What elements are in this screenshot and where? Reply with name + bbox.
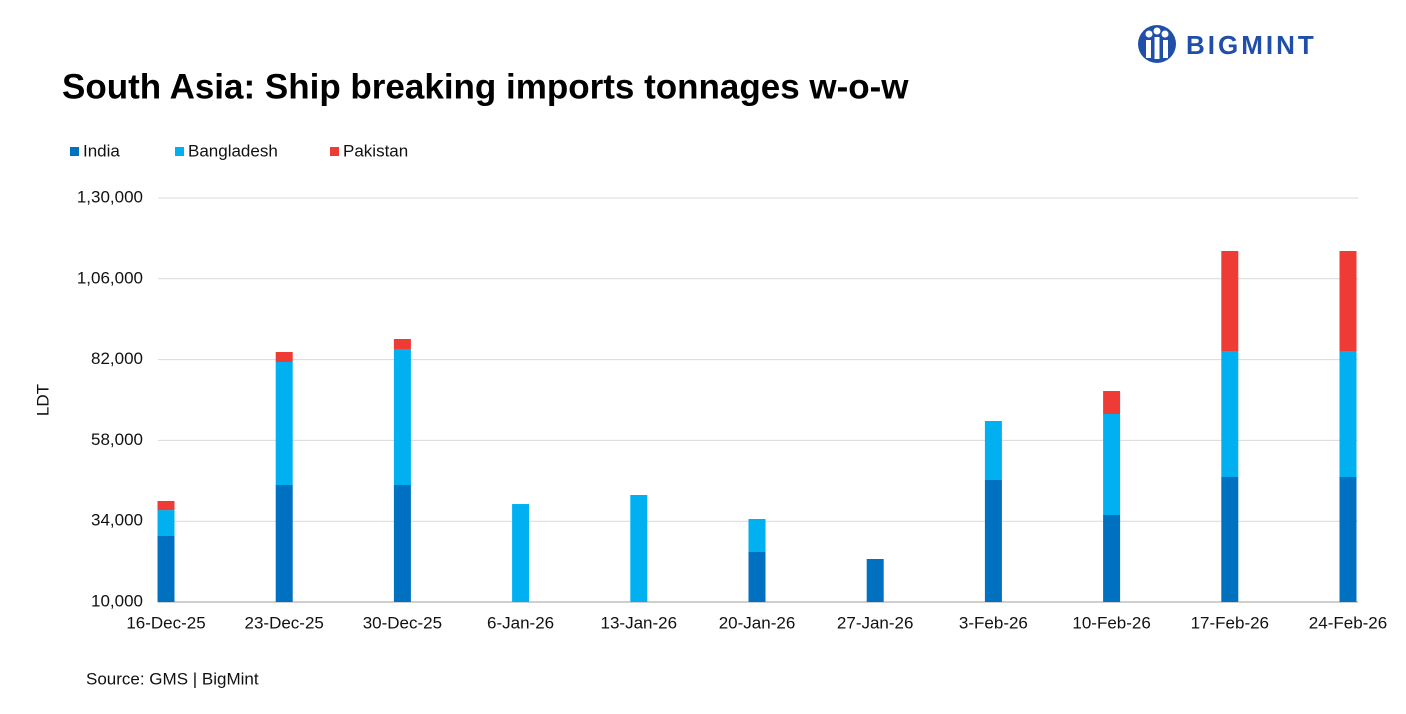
x-tick-label: 17-Feb-26 [1191, 613, 1269, 632]
x-tick-label: 3-Feb-26 [959, 613, 1028, 632]
chart-title: South Asia: Ship breaking imports tonnag… [62, 67, 909, 106]
x-tick-label: 13-Jan-26 [601, 613, 678, 632]
legend-label: India [83, 141, 120, 160]
bar-segment [984, 421, 1002, 480]
legend-swatch [330, 147, 339, 156]
bar-segment [1339, 476, 1357, 602]
x-tick-label: 23-Dec-25 [245, 613, 324, 632]
y-tick-label: 1,06,000 [77, 268, 143, 287]
x-tick-label: 24-Feb-26 [1309, 613, 1387, 632]
x-tick-label: 20-Jan-26 [719, 613, 796, 632]
bar-segment [393, 338, 411, 349]
bar-segment [1103, 515, 1121, 602]
bar-segment [157, 536, 175, 602]
bar-segment [866, 559, 884, 602]
x-tick-label: 16-Dec-25 [126, 613, 205, 632]
legend-label: Bangladesh [188, 141, 278, 160]
bar-segment [157, 510, 175, 537]
bar-segment [275, 361, 293, 486]
y-tick-label: 10,000 [91, 591, 143, 610]
bar-segment [1221, 250, 1239, 352]
x-tick-label: 30-Dec-25 [363, 613, 442, 632]
y-axis-label: LDT [33, 384, 52, 416]
bar-segment [512, 504, 530, 602]
y-tick-label: 34,000 [91, 511, 143, 530]
y-tick-label: 1,30,000 [77, 187, 143, 206]
x-tick-label: 10-Feb-26 [1072, 613, 1150, 632]
bar-segment [1103, 391, 1121, 415]
bar-segment [275, 351, 293, 362]
bar-segment [748, 552, 766, 602]
bar-segment [1103, 414, 1121, 516]
bar-segment [275, 485, 293, 602]
bar-segment [1339, 250, 1357, 352]
bar-segment [1221, 351, 1239, 477]
bar-segment [630, 495, 648, 602]
x-tick-label: 6-Jan-26 [487, 613, 554, 632]
bar-segment [1339, 351, 1357, 477]
bar-segment [393, 348, 411, 486]
source: Source: GMS | BigMint [86, 669, 259, 688]
bar-segment [748, 519, 766, 553]
bar-segment [1221, 476, 1239, 602]
bar-segment [157, 501, 175, 511]
bar-segment [984, 479, 1002, 602]
legend-swatch [175, 147, 184, 156]
legend-swatch [70, 147, 79, 156]
legend-label: Pakistan [343, 141, 408, 160]
bar-segment [393, 485, 411, 602]
logo-icon [1138, 25, 1176, 63]
y-tick-label: 82,000 [91, 349, 143, 368]
logo-text: BIGMINT [1186, 30, 1317, 60]
x-tick-label: 27-Jan-26 [837, 613, 914, 632]
y-tick-label: 58,000 [91, 430, 143, 449]
